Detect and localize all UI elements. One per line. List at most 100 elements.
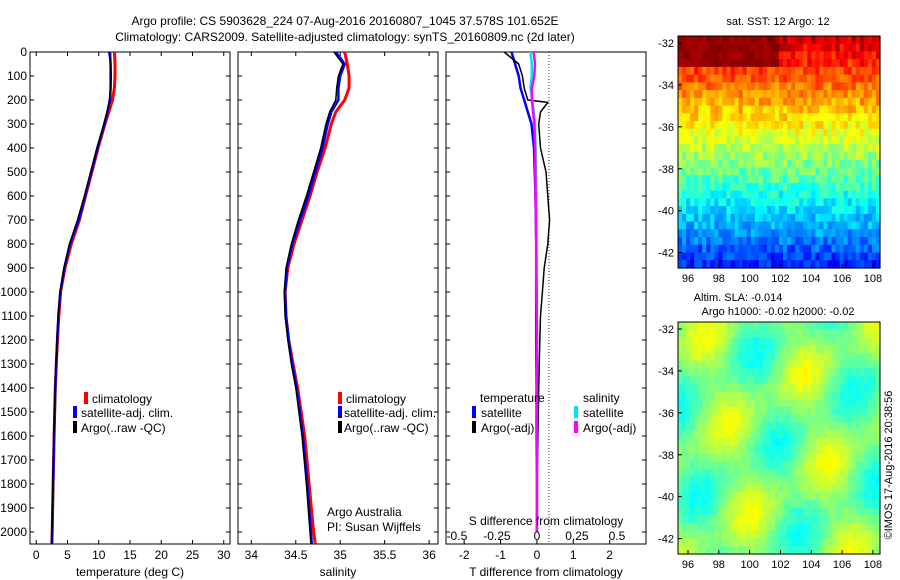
- map-cell: [686, 523, 691, 532]
- map-cell: [710, 59, 715, 68]
- map-cell: [831, 329, 837, 339]
- map-cell: [779, 190, 784, 199]
- map-cell: [803, 360, 808, 369]
- map-cell: [819, 468, 825, 478]
- map-cell: [871, 159, 877, 169]
- map-cell: [867, 414, 873, 424]
- map-cell: [766, 399, 772, 408]
- map-cell: [730, 237, 736, 246]
- map-cell: [754, 468, 760, 478]
- map-cell: [807, 128, 812, 138]
- map-cell: [867, 507, 873, 516]
- map-cell: [690, 438, 695, 447]
- map-cell: [859, 329, 865, 339]
- map-cell: [742, 515, 748, 524]
- map-cell: [726, 438, 732, 447]
- map-cell: [710, 51, 715, 60]
- map-cell: [871, 414, 877, 424]
- map-cell: [694, 51, 699, 60]
- map-cell: [690, 445, 695, 455]
- map-cell: [779, 51, 784, 60]
- map-cell: [823, 74, 829, 83]
- map-cell: [851, 484, 857, 493]
- map-cell: [807, 152, 812, 161]
- map-cell: [823, 252, 829, 261]
- map-cell: [722, 337, 728, 346]
- map-cell: [678, 66, 683, 76]
- map-cell: [839, 515, 845, 524]
- map-cell: [742, 492, 748, 501]
- map-cell: [799, 167, 804, 176]
- map-cell: [871, 376, 877, 385]
- map-cell: [827, 206, 833, 215]
- map-cell: [710, 430, 715, 439]
- map-cell: [682, 391, 687, 400]
- map-cell: [702, 144, 707, 153]
- map-cell: [847, 66, 853, 76]
- map-cell: [847, 128, 853, 138]
- map-cell: [847, 260, 853, 269]
- map-cell: [843, 82, 849, 91]
- map-cell: [710, 499, 715, 509]
- map-cell: [758, 43, 764, 53]
- map-cell: [831, 507, 837, 516]
- map-cell: [682, 476, 687, 485]
- map-cell: [730, 221, 736, 230]
- map-cell: [815, 461, 820, 470]
- map-cell: [718, 59, 724, 68]
- sla-map-title-1: Altim. SLA: -0.014: [694, 292, 783, 304]
- map-cell: [738, 43, 744, 53]
- map-cell: [774, 152, 780, 161]
- map-cell: [702, 252, 707, 261]
- map-cell: [875, 383, 881, 393]
- map-cell: [839, 136, 845, 145]
- map-cell: [714, 97, 719, 107]
- map-cell: [750, 252, 756, 261]
- map-cell: [831, 144, 837, 153]
- map-cell: [690, 182, 695, 192]
- map-cell: [682, 90, 687, 99]
- map-cell: [710, 476, 715, 485]
- map-cell: [698, 105, 703, 114]
- map-cell: [734, 152, 740, 161]
- map-cell: [682, 407, 687, 416]
- map-cell: [762, 407, 768, 416]
- map-cell: [730, 113, 736, 122]
- map-cell: [799, 515, 804, 524]
- map-cell: [746, 438, 752, 447]
- map-cell: [742, 407, 748, 416]
- map-cell: [686, 159, 691, 169]
- map-cell: [678, 136, 683, 145]
- map-cell: [702, 453, 707, 462]
- map-cell: [871, 430, 877, 439]
- map-cell: [835, 352, 841, 362]
- map-cell: [835, 360, 841, 369]
- map-cell: [702, 322, 707, 331]
- map-cell: [738, 407, 744, 416]
- map-cell: [682, 190, 687, 199]
- map-cell: [799, 252, 804, 261]
- map-cell: [770, 383, 776, 393]
- map-cell: [698, 383, 703, 393]
- map-cell: [839, 329, 845, 339]
- map-cell: [875, 492, 881, 501]
- map-cell: [710, 244, 715, 254]
- map-cell: [863, 461, 869, 470]
- map-cell: [823, 136, 829, 145]
- map-cell: [746, 121, 752, 130]
- map-cell: [758, 383, 764, 393]
- map-cell: [799, 530, 804, 540]
- map-cell: [730, 159, 736, 169]
- map-cell: [835, 136, 841, 145]
- map-cell: [863, 97, 869, 107]
- map-cell: [714, 190, 719, 199]
- map-cell: [678, 345, 683, 354]
- map-cell: [799, 128, 804, 138]
- map-cell: [694, 445, 699, 455]
- map-cell: [843, 492, 849, 501]
- legend-satellite-swatch: [73, 406, 77, 418]
- map-cell: [791, 128, 796, 138]
- map-cell: [807, 422, 812, 431]
- map-cell: [779, 182, 784, 192]
- map-cell: [770, 128, 776, 138]
